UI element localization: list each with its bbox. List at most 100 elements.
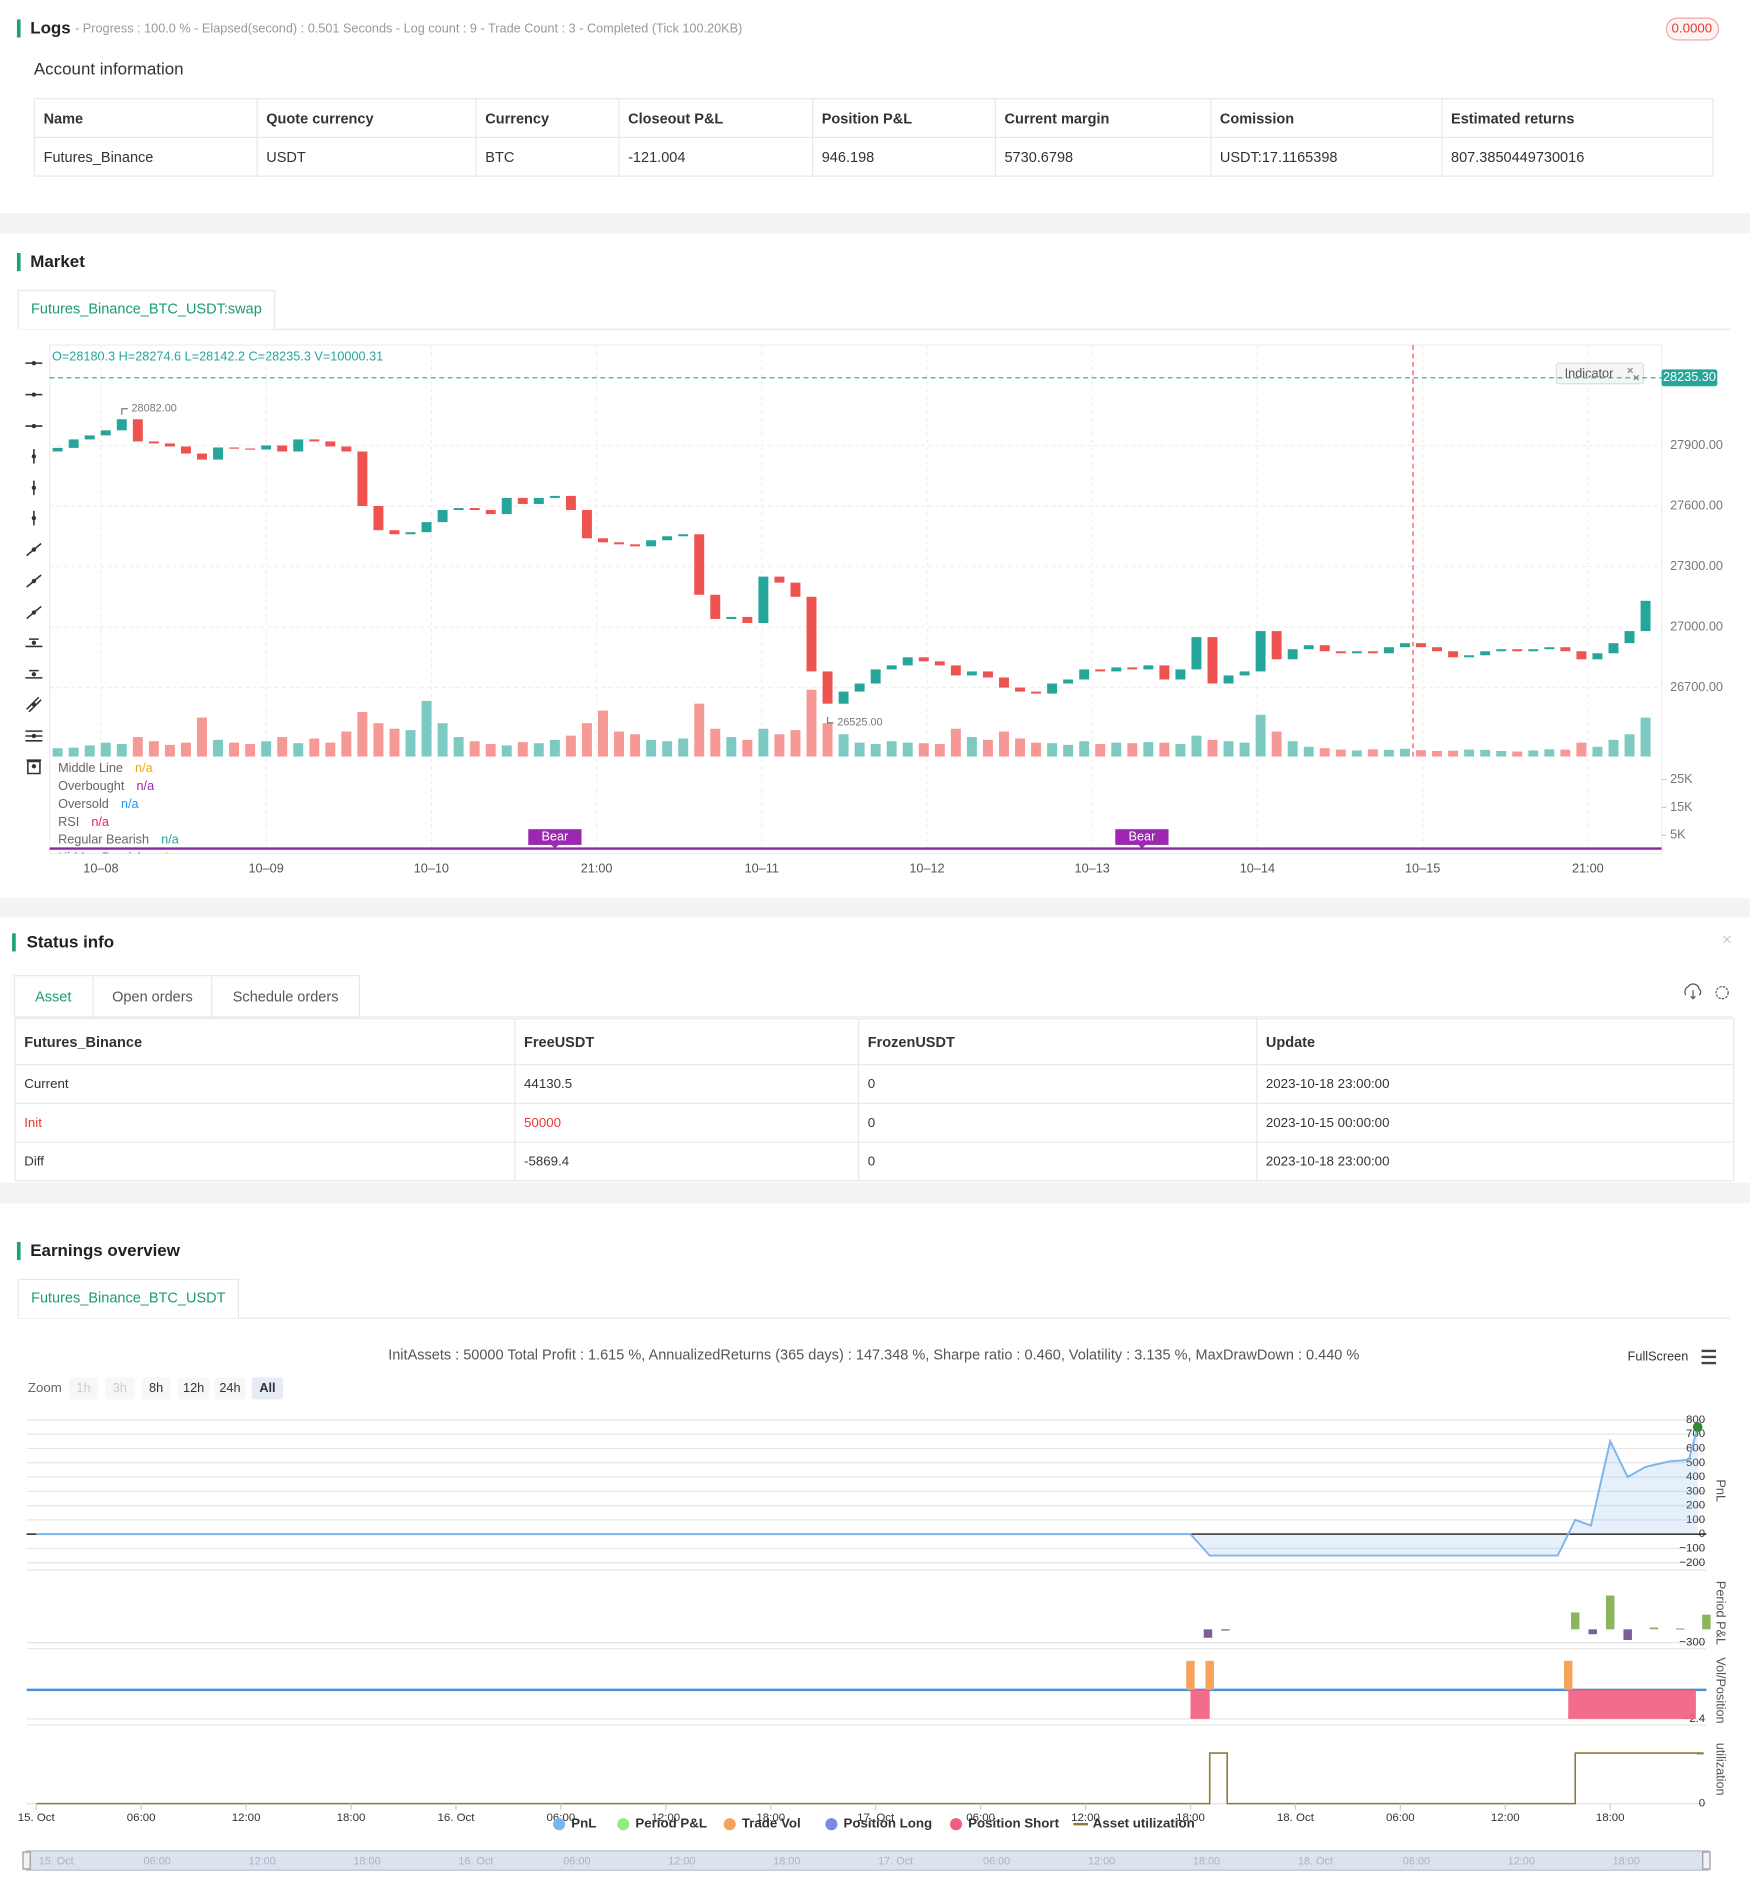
tool-icon-dot[interactable]: [31, 454, 37, 459]
tool-icon-dot[interactable]: [31, 392, 37, 397]
tool-icon[interactable]: [25, 669, 43, 679]
candle: [1432, 647, 1443, 652]
section-title: Logs: [30, 19, 70, 38]
legend-symbol[interactable]: [950, 1818, 963, 1831]
zoom-button-label[interactable]: All: [259, 1381, 275, 1395]
navigator-label: 18:00: [773, 1856, 800, 1868]
legend-label[interactable]: Period P&L: [635, 1816, 707, 1831]
navigator-label: 06:00: [1403, 1856, 1430, 1868]
volume-bar: [197, 717, 207, 757]
legend-symbol[interactable]: [723, 1818, 736, 1831]
axis-title: utilization: [1713, 1743, 1727, 1796]
zoom-button-label[interactable]: 24h: [219, 1381, 240, 1395]
tab-label[interactable]: Futures_Binance_BTC_USDT: [31, 1291, 226, 1307]
x-tick-label: 06:00: [966, 1812, 995, 1824]
volume-bar: [84, 745, 95, 757]
axis-title: Vol/Position: [1713, 1657, 1727, 1723]
fullscreen-button[interactable]: FullScreen: [1628, 1349, 1689, 1363]
navigator-handle[interactable]: [1702, 1851, 1711, 1870]
candle: [581, 510, 592, 539]
zoom-button[interactable]: [141, 1377, 171, 1400]
legend-label[interactable]: Trade Vol: [742, 1816, 801, 1831]
legend-label[interactable]: Position Long: [844, 1816, 933, 1831]
volume-bar: [1432, 750, 1443, 757]
tool-icon-dot[interactable]: [31, 485, 37, 491]
navigator[interactable]: [26, 1850, 1710, 1871]
cell: 2023-10-18 23:00:00: [1256, 1064, 1735, 1104]
zoom-button[interactable]: [214, 1377, 246, 1400]
candle: [1287, 649, 1298, 660]
tab[interactable]: [17, 289, 276, 330]
volume-bar: [309, 738, 320, 757]
menu-icon[interactable]: [1701, 1349, 1717, 1365]
legend-symbol[interactable]: [617, 1818, 630, 1831]
tab[interactable]: [92, 975, 213, 1018]
tool-icon[interactable]: [25, 638, 43, 648]
tab[interactable]: [13, 975, 94, 1018]
legend-symbol[interactable]: [825, 1818, 838, 1831]
tool-icon-dot[interactable]: [31, 610, 37, 615]
legend-name: Overbought: [58, 779, 125, 793]
download-icon[interactable]: [1684, 983, 1702, 1000]
cell: 50000: [514, 1102, 860, 1143]
collapse-icon[interactable]: [1722, 935, 1732, 944]
volume-bar: [469, 741, 480, 757]
tab[interactable]: [17, 1278, 240, 1319]
plot-frame: [49, 344, 1663, 855]
candle: [565, 495, 576, 511]
expand-icon[interactable]: [1627, 367, 1640, 381]
tool-icon-dot[interactable]: [31, 547, 37, 552]
tool-icon-dot[interactable]: [31, 640, 37, 645]
candle: [662, 536, 673, 541]
tool-icon-dot[interactable]: [31, 764, 37, 769]
zoom-button[interactable]: [251, 1377, 284, 1400]
tool-icon-dot[interactable]: [31, 515, 37, 521]
tool-icon-dot[interactable]: [31, 423, 37, 429]
accent-bar: [16, 252, 21, 272]
zoom-button[interactable]: [177, 1377, 210, 1400]
settings-icon[interactable]: [1715, 985, 1729, 1000]
tool-icon-dot[interactable]: [31, 360, 37, 366]
volume-bar: [742, 739, 753, 757]
y-tick-label: 27900.00: [1670, 438, 1723, 452]
tab-label[interactable]: Schedule orders: [233, 989, 339, 1005]
tab-label[interactable]: Asset: [35, 989, 71, 1005]
zoom-button-label[interactable]: 12h: [183, 1381, 204, 1395]
ohlc-info: O=28180.3 H=28274.6 L=28142.2 C=28235.3 …: [52, 349, 383, 363]
x-tick-label: 10–14: [1240, 861, 1275, 875]
legend-value: n/a: [135, 761, 154, 775]
legend-label[interactable]: Position Short: [968, 1816, 1059, 1831]
navigator-handle[interactable]: [22, 1851, 31, 1870]
tool-icon-dot[interactable]: [31, 672, 37, 677]
candle: [517, 497, 528, 504]
zoom-button-label[interactable]: 3h: [113, 1381, 127, 1395]
candle: [116, 419, 127, 431]
legend-label[interactable]: PnL: [571, 1816, 596, 1831]
zoom-button-label[interactable]: 8h: [149, 1381, 163, 1395]
volume-bar: [1480, 749, 1491, 757]
tab-label[interactable]: Futures_Binance_BTC_USDT:swap: [31, 302, 262, 318]
tool-icon-dot[interactable]: [31, 733, 37, 739]
candle: [1159, 665, 1170, 680]
legend-symbol[interactable]: [553, 1818, 566, 1831]
cell: 5730.6798: [994, 136, 1212, 177]
tool-icon-dot[interactable]: [31, 578, 37, 584]
x-tick-label: 12:00: [1491, 1812, 1520, 1824]
zoom-button[interactable]: [68, 1377, 99, 1400]
candle: [277, 445, 288, 452]
volume-bar: [1319, 748, 1330, 757]
indicator-label[interactable]: Indicator: [1565, 366, 1614, 380]
tool-icon[interactable]: [26, 759, 42, 775]
volume-bar: [646, 739, 657, 757]
legend-label[interactable]: Asset utilization: [1093, 1816, 1195, 1831]
indicator-button[interactable]: [1555, 362, 1645, 385]
volume-bar: [854, 742, 865, 757]
tab-label[interactable]: Open orders: [112, 989, 193, 1005]
volume-tick-label: 5K: [1670, 828, 1686, 842]
y-tick-label: 27300.00: [1670, 559, 1723, 573]
volume-bar: [213, 739, 224, 757]
tab[interactable]: [211, 975, 361, 1018]
zoom-button[interactable]: [105, 1377, 135, 1400]
tool-icon-dot[interactable]: [31, 702, 37, 707]
zoom-button-label[interactable]: 1h: [76, 1381, 90, 1395]
